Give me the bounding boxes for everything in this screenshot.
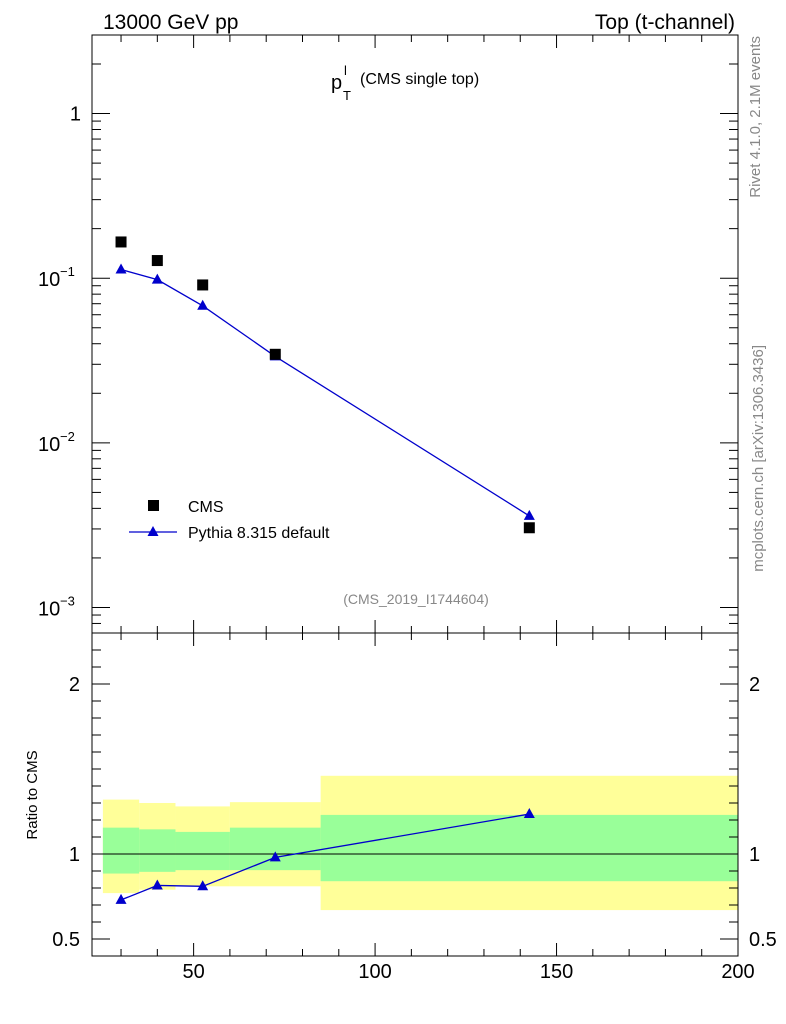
ratio-pythia-point	[197, 880, 209, 891]
analysis-id: (CMS_2019_I1744604)	[343, 591, 489, 607]
ratio-ytick-label-right: 1	[749, 844, 760, 866]
x-tick-label: 150	[540, 961, 573, 983]
plot-title-subscript: T	[343, 88, 351, 103]
ratio-bands	[92, 775, 738, 911]
y-tick-exponent: −3	[60, 593, 75, 608]
main-axis-ticks: 110−110−210−3	[38, 34, 739, 634]
ratio-series	[115, 808, 535, 904]
pythia-point	[197, 299, 209, 310]
legend-pythia-marker	[147, 526, 159, 536]
legend: CMS Pythia 8.315 default	[129, 499, 330, 542]
legend-cms-label: CMS	[188, 499, 224, 516]
ratio-ytick-label-right: 0.5	[749, 929, 777, 951]
y-tick-exponent: −2	[60, 429, 75, 444]
ratio-frame	[91, 632, 739, 957]
x-tick-label: 50	[182, 961, 204, 983]
header-process: Top (t-channel)	[595, 11, 735, 34]
y-tick-label: 10	[38, 269, 60, 291]
ratio-pythia-point	[115, 893, 127, 904]
y-tick-label: 10	[38, 598, 60, 620]
main-frame	[91, 34, 739, 634]
plot-title-text: (CMS single top)	[360, 71, 479, 88]
plot-title-superscript: l	[344, 63, 347, 78]
ratio-axis-ticks: 0.5 0.5 1 1 2 2	[52, 633, 777, 956]
ratio-ytick-label-left: 2	[69, 674, 80, 696]
plot-title-symbol: p	[331, 72, 342, 94]
y-tick-label: 1	[70, 104, 81, 126]
band-inner-0	[102, 827, 140, 874]
legend-pythia-label: Pythia 8.315 default	[188, 525, 330, 542]
ratio-panel: 0.5 0.5 1 1 2 2 Ratio to CMS	[24, 632, 777, 957]
band-inner-4	[320, 814, 738, 882]
pythia-point	[115, 263, 127, 274]
ratio-ytick-label-left: 1	[69, 844, 80, 866]
band-inner-3	[229, 827, 321, 871]
x-tick-label: 100	[358, 961, 391, 983]
ratio-pythia-point	[151, 879, 163, 890]
ratio-ytick-label-right: 2	[749, 674, 760, 696]
cms-point	[197, 279, 209, 291]
cms-point	[151, 255, 163, 267]
pythia-point	[151, 273, 163, 284]
header-energy: 13000 GeV pp	[103, 11, 238, 34]
band-inner-2	[175, 831, 230, 871]
cms-point	[115, 236, 127, 248]
x-axis-labels: 50 100 150 200	[182, 961, 754, 983]
y-tick-label: 10	[38, 434, 60, 456]
legend-cms-marker	[148, 500, 159, 511]
ratio-ytick-label-left: 0.5	[52, 929, 80, 951]
rivet-label: Rivet 4.1.0, 2.1M events	[747, 36, 764, 198]
cms-point	[523, 522, 535, 534]
pythia-line	[120, 268, 530, 517]
pythia-point	[523, 509, 535, 520]
ratio-pythia-point	[269, 851, 281, 862]
ratio-pythia-point	[523, 808, 535, 819]
mcplots-label: mcplots.cern.ch [arXiv:1306.3436]	[750, 345, 767, 572]
band-inner-1	[139, 829, 176, 872]
ratio-ylabel: Ratio to CMS	[24, 750, 41, 839]
cms-point	[269, 348, 281, 360]
y-tick-exponent: −1	[60, 264, 75, 279]
main-series	[115, 236, 535, 534]
x-tick-label: 200	[721, 961, 754, 983]
main-panel: 110−110−210−3 p l T (CMS single top) (CM…	[38, 34, 739, 634]
